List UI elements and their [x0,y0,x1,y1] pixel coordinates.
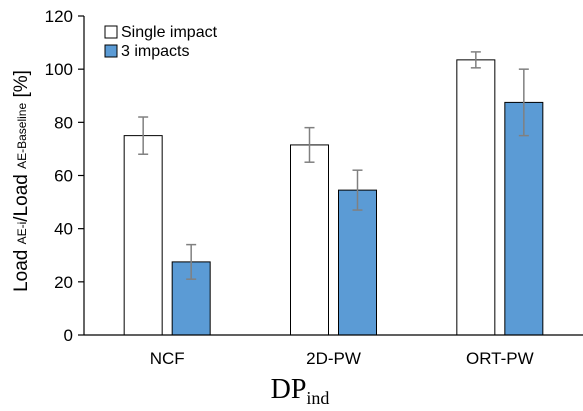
bar-3-impacts [338,189,377,336]
y-axis-label: Load AE-i/Load AE-Baseline [%] [11,70,32,292]
legend-label: 3 impacts [121,43,189,60]
bar-single-impact [290,144,329,336]
error-bar [138,116,149,155]
y-axis: 0 20 40 60 80 100 120 [45,7,85,345]
error-bar [186,243,197,280]
x-tick-label: ORT-PW [466,349,534,368]
x-tick-label: 2D-PW [306,349,361,368]
bar-single-impact [456,59,496,336]
y-tick-label: 40 [54,220,73,239]
x-axis: NCF 2D-PW ORT-PW [84,334,583,368]
x-axis-label: DPind [271,374,330,408]
bars [123,51,544,336]
y-tick-label: 80 [54,113,73,132]
bar-3-impacts [504,101,544,336]
y-tick-label: 120 [45,7,73,26]
legend-swatch [104,25,118,39]
y-tick-label: 100 [45,60,73,79]
y-tick-label: 60 [54,167,73,186]
legend-swatch [104,44,118,58]
y-tick-label: 20 [54,273,73,292]
y-tick-label: 0 [64,326,73,345]
error-bar [304,126,315,163]
error-bar [470,51,481,69]
legend-label: Single impact [121,24,218,41]
x-tick-label: NCF [150,349,185,368]
legend: Single impact 3 impacts [104,24,218,60]
error-bar [352,169,363,211]
error-bar [518,68,529,137]
bar-single-impact [123,135,163,336]
